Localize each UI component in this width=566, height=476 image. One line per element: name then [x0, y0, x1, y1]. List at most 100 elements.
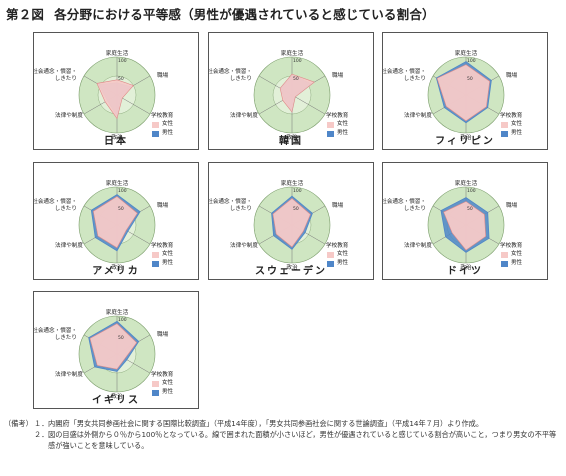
category-label: 家庭生活	[106, 308, 129, 316]
category-label: 政治	[460, 133, 472, 141]
legend-swatch	[152, 251, 159, 258]
legend-female: 女性	[327, 250, 348, 259]
legend-female: 女性	[327, 120, 348, 129]
category-label: 法律や制度	[404, 241, 432, 249]
axis-spoke	[291, 94, 326, 115]
category-label: 社会通念・慣習・	[209, 67, 252, 75]
series-female-area	[89, 323, 138, 370]
legend-label: 女性	[337, 121, 349, 127]
legend-swatch	[501, 251, 508, 258]
category-label: しきたり	[230, 75, 252, 82]
category-label: 職場	[506, 201, 518, 209]
series-female-area	[436, 64, 491, 122]
category-label: 法律や制度	[55, 241, 83, 249]
country-label: 日本	[104, 136, 128, 147]
category-label: 法律や制度	[55, 111, 83, 119]
category-label: 職場	[157, 71, 169, 79]
category-label: 法律や制度	[55, 370, 83, 378]
legend-swatch	[152, 130, 159, 137]
category-label: しきたり	[404, 75, 426, 82]
legend-male: 男性	[152, 259, 173, 268]
category-label: 職場	[157, 330, 169, 338]
tick-label: 100	[293, 188, 302, 194]
country-label: 韓国	[279, 136, 303, 147]
legend-label: 男性	[337, 130, 349, 136]
category-label: 職場	[506, 71, 518, 79]
category-label: 法律や制度	[230, 241, 258, 249]
legend-male: 男性	[327, 259, 348, 268]
radar-panel: 100 50 家庭生活 職場 学校教育 政治 法律や制度 社会通念・慣習・ しきたり アメリカ 女性…	[33, 162, 199, 280]
legend-female: 女性	[501, 250, 522, 259]
tick-label: 100	[118, 58, 127, 64]
note-number: １．	[34, 419, 49, 428]
tick-label: 50	[467, 76, 473, 82]
legend-swatch	[152, 389, 159, 396]
category-label: しきたり	[55, 334, 77, 341]
legend-label: 男性	[511, 260, 523, 266]
category-label: 法律や制度	[230, 111, 258, 119]
category-label: 社会通念・慣習・	[34, 197, 77, 205]
category-label: 社会通念・慣習・	[383, 67, 426, 75]
tick-label: 100	[467, 188, 476, 194]
category-label: 学校教育	[151, 370, 174, 378]
legend-label: 男性	[337, 260, 349, 266]
legend-swatch	[327, 260, 334, 267]
figure-title-text: 各分野における平等感（男性が優遇されていると感じている割合）	[54, 7, 435, 22]
legend-swatch	[327, 251, 334, 258]
category-label: 家庭生活	[106, 49, 129, 57]
legend-male: 男性	[501, 129, 522, 138]
tick-label: 50	[467, 206, 473, 212]
category-label: 家庭生活	[455, 49, 478, 57]
legend: 女性 男性	[152, 250, 173, 268]
note-text: 図の目盛は外側から０％から100％となっている。線で囲まれた面積が小さいほど，男…	[48, 430, 557, 450]
legend: 女性 男性	[152, 379, 173, 397]
category-label: 学校教育	[151, 111, 174, 119]
figure-title: 第２図 各分野における平等感（男性が優遇されていると感じている割合）	[6, 4, 562, 23]
legend-male: 男性	[152, 388, 173, 397]
legend: 女性 男性	[152, 120, 173, 138]
legend-female: 女性	[152, 250, 173, 259]
legend-label: 男性	[162, 389, 174, 395]
category-label: 学校教育	[500, 111, 523, 119]
tick-label: 50	[293, 206, 299, 212]
category-label: 社会通念・慣習・	[34, 67, 77, 75]
category-label: 学校教育	[500, 241, 523, 249]
category-label: 学校教育	[326, 111, 349, 119]
notes: （備考） １． 内閣府「男女共同参画社会に関する国際比較調査」（平成14年度），…	[4, 418, 562, 451]
category-label: 政治	[111, 263, 123, 271]
radar-panel: 100 50 家庭生活 職場 学校教育 政治 法律や制度 社会通念・慣習・ しきたり 韓国 女性 男性	[208, 32, 374, 150]
legend-swatch	[501, 260, 508, 267]
category-label: 家庭生活	[281, 49, 304, 57]
legend-male: 男性	[152, 129, 173, 138]
radar-panel: 100 50 家庭生活 職場 学校教育 政治 法律や制度 社会通念・慣習・ しきたり イギリス 女性…	[33, 291, 199, 409]
category-label: 政治	[460, 263, 472, 271]
note-row-2: ２． 図の目盛は外側から０％から100％となっている。線で囲まれた面積が小さいほ…	[4, 429, 562, 451]
country-label: フィリピン	[435, 136, 495, 147]
legend-swatch	[327, 121, 334, 128]
figure-number: 第２図	[6, 7, 45, 22]
category-label: 政治	[111, 133, 123, 141]
radar-panel: 100 50 家庭生活 職場 学校教育 政治 法律や制度 社会通念・慣習・ しきたり スウェーデン…	[208, 162, 374, 280]
tick-label: 100	[467, 58, 476, 64]
category-label: 社会通念・慣習・	[209, 197, 252, 205]
note-row-1: （備考） １． 内閣府「男女共同参画社会に関する国際比較調査」（平成14年度），…	[4, 418, 562, 429]
note-text: 内閣府「男女共同参画社会に関する国際比較調査」（平成14年度），「男女共同参画社…	[48, 419, 484, 428]
legend-label: 女性	[337, 251, 349, 257]
legend-female: 女性	[152, 379, 173, 388]
tick-label: 50	[118, 335, 124, 341]
category-label: 学校教育	[151, 241, 174, 249]
category-label: 職場	[332, 201, 344, 209]
tick-label: 50	[118, 76, 124, 82]
category-label: 家庭生活	[455, 179, 478, 187]
legend: 女性 男性	[501, 120, 522, 138]
legend-label: 男性	[162, 130, 174, 136]
legend-label: 女性	[162, 380, 174, 386]
category-label: 学校教育	[326, 241, 349, 249]
series-female-area	[92, 196, 138, 249]
radar-panel: 100 50 家庭生活 職場 学校教育 政治 法律や制度 社会通念・慣習・ しきたり 日本 女性 男性	[33, 32, 199, 150]
